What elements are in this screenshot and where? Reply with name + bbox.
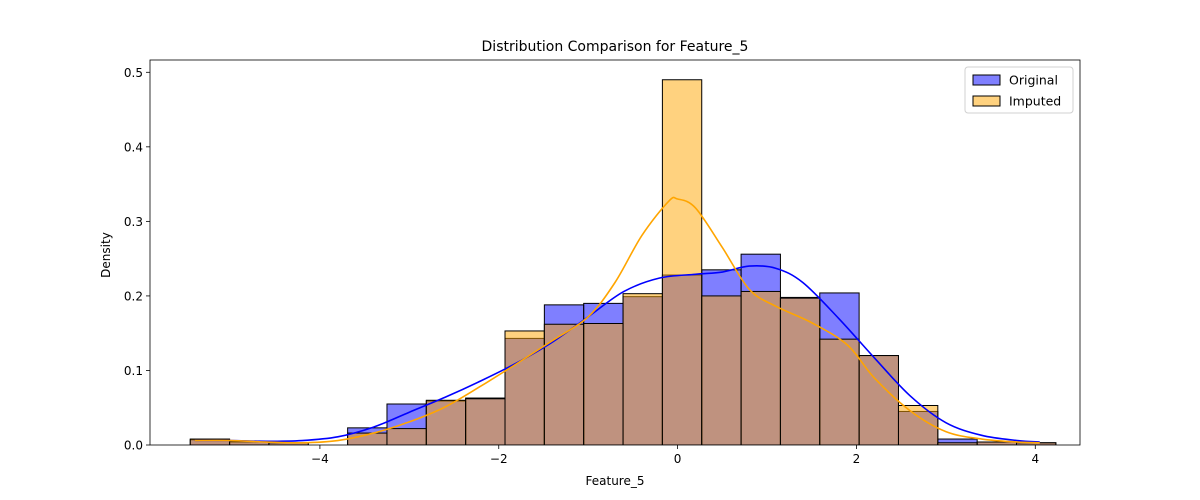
y-tick-label: 0.1 [124, 364, 143, 378]
bar-imputed [701, 295, 742, 445]
x-axis-label: Feature_5 [586, 474, 645, 488]
plot-area [189, 79, 1057, 445]
bar-imputed [465, 398, 506, 445]
y-tick-label: 0.3 [124, 215, 143, 229]
bar-imputed [858, 355, 899, 445]
chart-title: Distribution Comparison for Feature_5 [482, 39, 749, 55]
legend-label-imputed: Imputed [1009, 94, 1061, 109]
x-tick-label: −4 [311, 452, 329, 466]
bars-group [189, 79, 1057, 445]
x-tick-label: −2 [490, 452, 508, 466]
legend: Original Imputed [964, 66, 1074, 114]
x-tick-label: 0 [674, 452, 682, 466]
bar-imputed [819, 338, 860, 445]
y-tick-label: 0.0 [124, 439, 143, 453]
kde-group [194, 196, 1040, 444]
y-axis-label: Density [99, 232, 113, 278]
bar-imputed [425, 399, 467, 445]
axis-ticks: −4 −2 0 2 4 0.0 0.1 0.2 0.3 0.4 0.5 [124, 66, 1039, 466]
axes-frame [149, 59, 1081, 446]
bar-imputed [543, 323, 585, 445]
legend-swatch-original [972, 74, 1001, 86]
legend-swatch-imputed [972, 95, 1001, 107]
legend-label-original: Original [1009, 73, 1058, 88]
bar-imputed [583, 322, 624, 445]
bar-imputed [779, 297, 821, 445]
y-tick-label: 0.5 [124, 66, 143, 80]
bar-imputed [386, 428, 427, 445]
bar-imputed [622, 293, 663, 445]
bar-imputed [740, 290, 781, 445]
y-tick-label: 0.4 [124, 140, 143, 154]
bar-imputed [661, 79, 703, 445]
kde-line-imputed [194, 196, 1040, 444]
x-tick-label: 4 [1031, 452, 1039, 466]
kde-line-original [194, 265, 1040, 443]
bar-imputed [504, 330, 545, 445]
y-tick-label: 0.2 [124, 289, 143, 303]
bar-imputed [976, 441, 1018, 445]
x-tick-label: 2 [853, 452, 861, 466]
